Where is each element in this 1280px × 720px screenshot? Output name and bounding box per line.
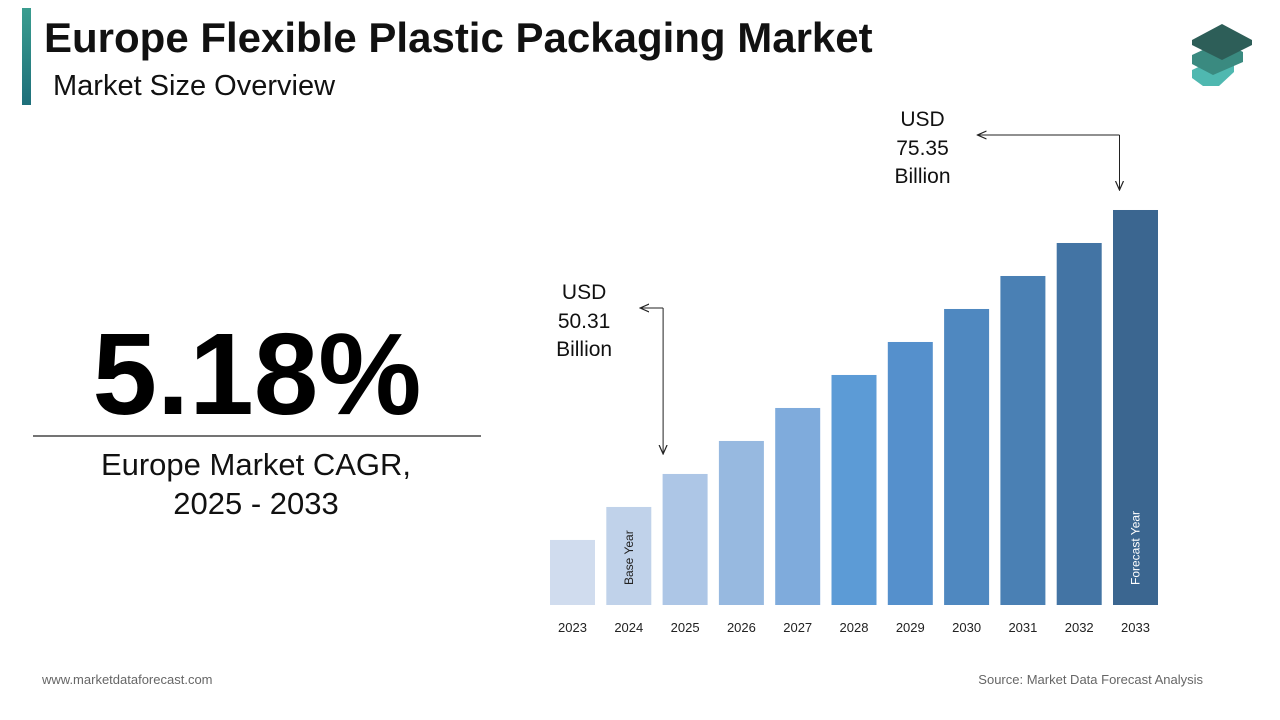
annotation-value: 75.35 [896, 137, 949, 160]
bar [550, 539, 595, 605]
annotation-prefix: USD [562, 281, 606, 304]
x-tick-label: 2033 [1121, 620, 1150, 635]
bar [775, 407, 821, 605]
bar-note: Forecast Year [1129, 511, 1143, 585]
cagr-value: 5.18% [93, 309, 422, 439]
bar [718, 440, 764, 605]
annotation-prefix: USD [900, 108, 944, 131]
bar [606, 506, 652, 605]
bar [1000, 275, 1046, 605]
annotation-value: 50.31 [558, 310, 611, 333]
annotation-unit: Billion [894, 165, 950, 188]
title: Europe Flexible Plastic Packaging Market [44, 14, 873, 61]
logo [1192, 24, 1252, 86]
bar [944, 308, 990, 605]
x-tick-label: 2024 [614, 620, 643, 635]
bar [1113, 209, 1158, 605]
subtitle: Market Size Overview [53, 70, 336, 102]
accent-bar [22, 8, 31, 105]
x-tick-label: 2030 [952, 620, 981, 635]
x-tick-label: 2026 [727, 620, 756, 635]
x-tick-label: 2025 [671, 620, 700, 635]
bar [831, 374, 877, 605]
x-tick-label: 2032 [1065, 620, 1094, 635]
annotation-unit: Billion [556, 338, 612, 361]
x-tick-label: 2029 [896, 620, 925, 635]
bar [1056, 242, 1102, 605]
x-tick-label: 2028 [840, 620, 869, 635]
bar-note: Base Year [622, 530, 636, 585]
website: www.marketdataforecast.com [41, 672, 213, 687]
x-tick-label: 2031 [1008, 620, 1037, 635]
source: Source: Market Data Forecast Analysis [978, 672, 1203, 687]
bar [887, 341, 933, 605]
x-tick-label: 2027 [783, 620, 812, 635]
x-tick-label: 2023 [558, 620, 587, 635]
cagr-period: 2025 - 2033 [173, 486, 338, 521]
bar [662, 473, 708, 605]
cagr-label: Europe Market CAGR, [101, 447, 411, 482]
